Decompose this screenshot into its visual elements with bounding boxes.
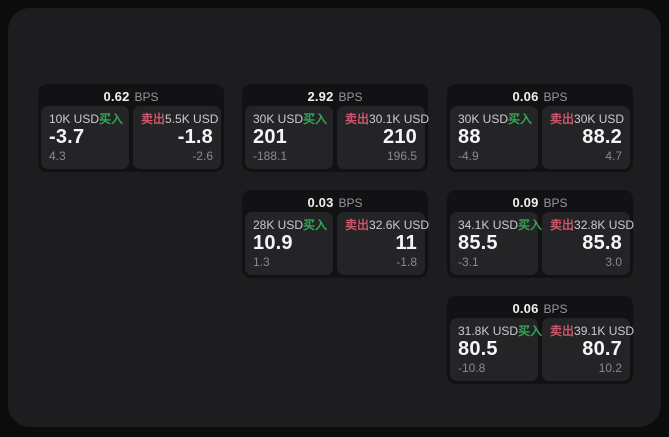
- sell-amount: 32.8K USD: [574, 218, 635, 232]
- bps-value: 0.06: [512, 301, 539, 316]
- sell-quote-value: 80.7: [582, 338, 622, 360]
- quote-card[interactable]: 0.62 BPS 10K USD 买入 -3.7 4.3 卖出 5.5K USD…: [38, 84, 224, 172]
- buy-pane[interactable]: 30K USD 买入 201 -188.1: [245, 106, 333, 169]
- sell-quote-value: -1.8: [177, 126, 213, 148]
- buy-label: 买入: [303, 218, 328, 232]
- sell-amount: 5.5K USD: [165, 112, 219, 126]
- buy-quote-value: -3.7: [49, 126, 85, 148]
- sell-delta: 4.7: [605, 149, 622, 163]
- bps-unit-label: BPS: [543, 301, 568, 316]
- quote-card[interactable]: 2.92 BPS 30K USD 买入 201 -188.1 卖出 30.1K …: [242, 84, 429, 172]
- buy-pane[interactable]: 30K USD 买入 88 -4.9: [450, 106, 538, 169]
- card-header: 2.92 BPS: [245, 87, 425, 106]
- buy-quote-value: 88: [458, 126, 481, 148]
- buy-quote-value: 10.9: [253, 232, 293, 254]
- sell-amount: 32.6K USD: [369, 218, 430, 232]
- sell-label: 卖出: [550, 324, 575, 338]
- sell-delta: -1.8: [396, 255, 417, 269]
- sell-delta: 196.5: [386, 149, 417, 163]
- buy-label: 买入: [508, 112, 533, 126]
- buy-label: 买入: [518, 324, 543, 338]
- bps-unit-label: BPS: [338, 195, 363, 210]
- quote-card[interactable]: 0.03 BPS 28K USD 买入 10.9 1.3 卖出 32.6K US…: [242, 190, 429, 278]
- bps-value: 0.62: [103, 89, 130, 104]
- sell-label: 卖出: [550, 218, 575, 232]
- sell-quote-value: 210: [383, 126, 417, 148]
- quote-card[interactable]: 0.06 BPS 30K USD 买入 88 -4.9 卖出 30K USD 8…: [447, 84, 633, 172]
- buy-amount: 30K USD: [458, 112, 509, 126]
- buy-amount: 34.1K USD: [458, 218, 519, 232]
- sell-amount: 30.1K USD: [369, 112, 430, 126]
- sell-delta: 3.0: [605, 255, 622, 269]
- card-header: 0.03 BPS: [245, 193, 425, 212]
- sell-pane[interactable]: 卖出 32.6K USD 11 -1.8: [337, 212, 429, 275]
- buy-amount: 30K USD: [253, 112, 304, 126]
- sell-pane[interactable]: 卖出 5.5K USD -1.8 -2.6: [133, 106, 221, 169]
- buy-label: 买入: [303, 112, 328, 126]
- sell-label: 卖出: [345, 218, 370, 232]
- sell-pane[interactable]: 卖出 32.8K USD 85.8 3.0: [542, 212, 634, 275]
- sell-label: 卖出: [141, 112, 166, 126]
- buy-label: 买入: [518, 218, 543, 232]
- bps-value: 0.06: [512, 89, 539, 104]
- buy-pane[interactable]: 10K USD 买入 -3.7 4.3: [41, 106, 129, 169]
- buy-delta: -3.1: [458, 255, 479, 269]
- buy-delta: -10.8: [458, 361, 486, 375]
- sell-quote-value: 85.8: [582, 232, 622, 254]
- bps-value: 0.09: [512, 195, 539, 210]
- bps-unit-label: BPS: [543, 195, 568, 210]
- sell-pane[interactable]: 卖出 30K USD 88.2 4.7: [542, 106, 630, 169]
- buy-quote-value: 85.5: [458, 232, 498, 254]
- buy-delta: -188.1: [253, 149, 288, 163]
- sell-label: 卖出: [550, 112, 575, 126]
- sell-pane[interactable]: 卖出 39.1K USD 80.7 10.2: [542, 318, 634, 381]
- quote-card[interactable]: 0.06 BPS 31.8K USD 买入 80.5 -10.8 卖出 39.1…: [447, 296, 634, 384]
- buy-amount: 31.8K USD: [458, 324, 519, 338]
- buy-delta: -4.9: [458, 149, 479, 163]
- quote-card[interactable]: 0.09 BPS 34.1K USD 买入 85.5 -3.1 卖出 32.8K…: [447, 190, 634, 278]
- trading-panel: 0.62 BPS 10K USD 买入 -3.7 4.3 卖出 5.5K USD…: [8, 8, 661, 427]
- buy-pane[interactable]: 28K USD 买入 10.9 1.3: [245, 212, 333, 275]
- bps-unit-label: BPS: [543, 89, 568, 104]
- buy-pane[interactable]: 31.8K USD 买入 80.5 -10.8: [450, 318, 542, 381]
- sell-amount: 30K USD: [574, 112, 625, 126]
- card-header: 0.06 BPS: [450, 87, 630, 106]
- sell-quote-value: 11: [395, 232, 417, 254]
- buy-label: 买入: [99, 112, 124, 126]
- buy-delta: 4.3: [49, 149, 66, 163]
- sell-amount: 39.1K USD: [574, 324, 635, 338]
- buy-quote-value: 80.5: [458, 338, 498, 360]
- card-header: 0.09 BPS: [450, 193, 630, 212]
- sell-delta: 10.2: [598, 361, 622, 375]
- sell-quote-value: 88.2: [582, 126, 622, 148]
- buy-pane[interactable]: 34.1K USD 买入 85.5 -3.1: [450, 212, 542, 275]
- bps-unit-label: BPS: [134, 89, 159, 104]
- card-header: 0.62 BPS: [41, 87, 221, 106]
- sell-pane[interactable]: 卖出 30.1K USD 210 196.5: [337, 106, 429, 169]
- sell-label: 卖出: [345, 112, 370, 126]
- bps-value: 2.92: [307, 89, 334, 104]
- bps-value: 0.03: [307, 195, 334, 210]
- buy-quote-value: 201: [253, 126, 287, 148]
- buy-amount: 28K USD: [253, 218, 304, 232]
- buy-delta: 1.3: [253, 255, 270, 269]
- card-header: 0.06 BPS: [450, 299, 630, 318]
- buy-amount: 10K USD: [49, 112, 100, 126]
- sell-delta: -2.6: [192, 149, 213, 163]
- bps-unit-label: BPS: [338, 89, 363, 104]
